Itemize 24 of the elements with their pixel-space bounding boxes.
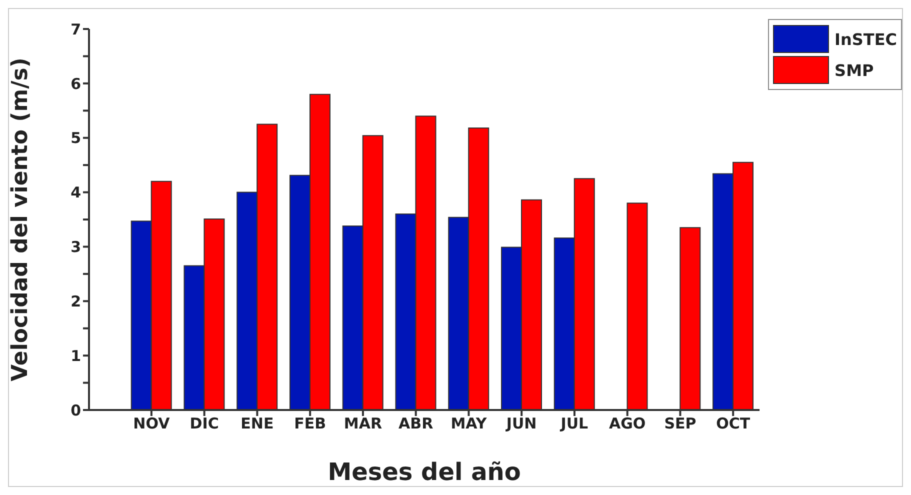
y-tick-label: 2 [70, 292, 81, 310]
x-tick-label: NOV [133, 414, 170, 433]
x-tick-label: ENE [240, 414, 274, 433]
y-tick-label: 3 [70, 238, 81, 256]
y-tick-label: 6 [70, 74, 81, 93]
y-tick-label: 1 [70, 346, 81, 365]
x-tick-label: JUN [505, 414, 537, 433]
x-tick-label: DIC [190, 414, 219, 433]
x-axis-title: Meses del año [328, 458, 521, 486]
y-tick-label: 0 [70, 401, 81, 420]
x-tick-label: ABR [398, 414, 434, 433]
x-tick-label: MAY [450, 414, 488, 433]
x-tick-label: MAR [344, 414, 382, 433]
x-tick-label: AGO [609, 414, 646, 433]
legend-label: InSTEC [834, 30, 897, 48]
x-tick-label: FEB [294, 414, 326, 433]
x-tick-label: JUL [560, 414, 589, 433]
y-tick-label: 5 [70, 129, 81, 148]
y-axis-title: Velocidad del viento (m/s) [8, 58, 33, 382]
legend-label: SMP [834, 60, 874, 80]
x-tick-label: OCT [716, 414, 751, 433]
x-tick-label: SEP [664, 414, 696, 433]
y-tick-label: 7 [70, 20, 81, 38]
y-tick-label: 4 [70, 184, 81, 202]
